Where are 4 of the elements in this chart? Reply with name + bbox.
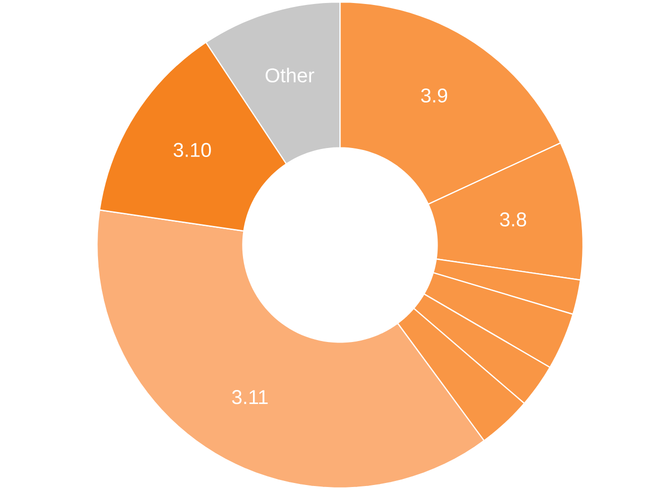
slice-label: 3.9 — [421, 88, 448, 103]
slice-label: 3.10 — [174, 142, 211, 157]
slice-label: 3.11 — [232, 390, 268, 404]
slice-label: 3.8 — [500, 212, 526, 226]
